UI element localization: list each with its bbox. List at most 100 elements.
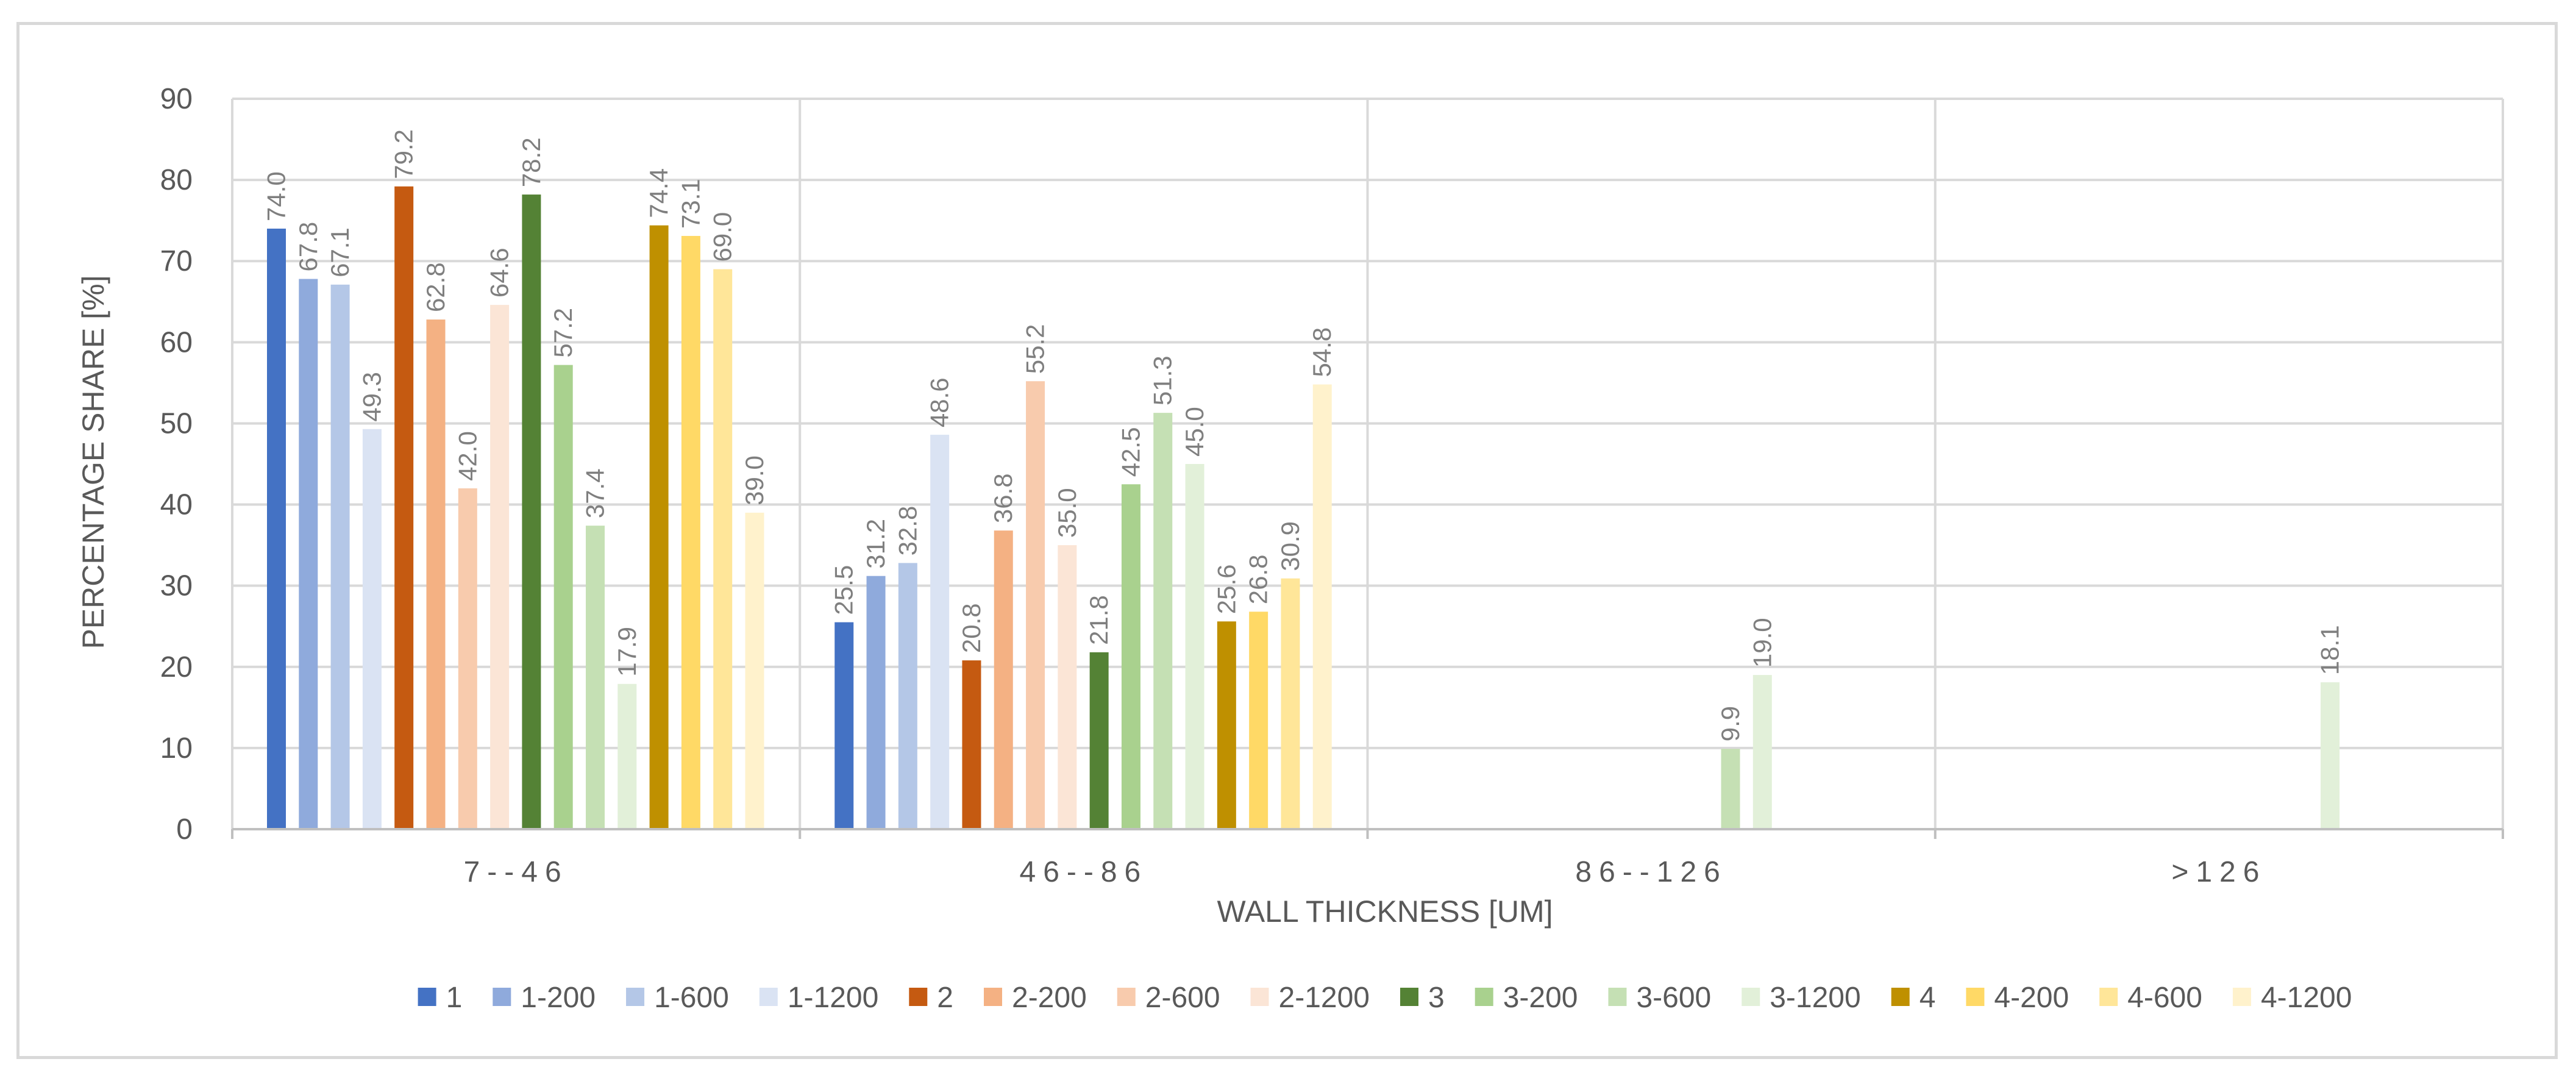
legend-label: 4 — [1920, 982, 1936, 1014]
bar — [362, 429, 382, 829]
legend-swatch — [1475, 988, 1493, 1006]
data-label: 74.4 — [644, 168, 673, 218]
legend-label: 2 — [937, 982, 953, 1014]
legend-swatch — [984, 988, 1002, 1006]
y-tick-label: 70 — [160, 245, 193, 277]
legend-label: 1-200 — [521, 982, 596, 1014]
bar — [681, 235, 700, 829]
bar — [330, 284, 350, 829]
legend-swatch — [1742, 988, 1760, 1006]
legend-label: 4-600 — [2127, 982, 2202, 1014]
data-label: 69.0 — [708, 212, 737, 262]
bar — [930, 435, 950, 829]
y-tick-label: 40 — [160, 489, 193, 521]
bar — [1089, 652, 1109, 829]
x-tick-label: 7--46 — [464, 856, 569, 888]
bar — [490, 305, 510, 829]
data-label: 49.3 — [357, 372, 386, 422]
y-tick-label: 80 — [160, 164, 193, 196]
data-label: 54.8 — [1308, 327, 1336, 377]
axes: 0 10 20 30 40 50 60 70 80 90 7--46 46--86 86--126 >12… — [160, 83, 2504, 888]
data-label: 20.8 — [957, 603, 986, 653]
data-label: 25.5 — [830, 565, 858, 615]
data-label: 48.6 — [925, 377, 954, 427]
bar — [458, 488, 477, 829]
data-label: 42.0 — [453, 431, 482, 481]
data-label: 79.2 — [390, 129, 418, 179]
data-label: 67.8 — [294, 222, 322, 272]
data-label: 25.6 — [1212, 564, 1240, 614]
legend-label: 3-600 — [1636, 982, 1711, 1014]
bar — [745, 512, 764, 829]
legend-swatch — [626, 988, 645, 1006]
bar — [1281, 578, 1300, 829]
legend-label: 2-200 — [1012, 982, 1087, 1014]
data-label: 18.1 — [2316, 625, 2344, 675]
data-label: 73.1 — [676, 179, 705, 229]
data-label: 51.3 — [1148, 355, 1177, 405]
legend-label: 4-1200 — [2261, 982, 2352, 1014]
data-label: 37.4 — [581, 468, 610, 518]
legend-swatch — [1891, 988, 1910, 1006]
legend-label: 2-1200 — [1279, 982, 1370, 1014]
bar — [1312, 384, 1332, 829]
legend-swatch — [2099, 988, 2118, 1006]
x-tick-label: 86--126 — [1575, 856, 1727, 888]
legend-swatch — [493, 988, 511, 1006]
bars — [267, 186, 2340, 830]
legend-swatch — [909, 988, 928, 1006]
data-label: 42.5 — [1116, 427, 1145, 477]
bar — [1153, 413, 1173, 829]
legend: 1 1-200 1-600 1-1200 2 2-200 2-600 2-1200 3 3-200… — [418, 982, 2352, 1014]
legend-swatch — [1966, 988, 1985, 1006]
bar — [649, 225, 669, 829]
legend-label: 1-1200 — [788, 982, 878, 1014]
legend-label: 2-600 — [1145, 982, 1220, 1014]
bar — [586, 526, 605, 829]
x-tick-label: 46--86 — [1020, 856, 1148, 888]
bar — [553, 365, 573, 829]
legend-swatch — [2232, 988, 2251, 1006]
data-label: 55.2 — [1021, 324, 1050, 374]
data-labels: 74.0 25.5 67.8 31.2 67.1 32.8 49.3 48.6 79.2 20.8… — [262, 129, 2344, 741]
y-tick-label: 60 — [160, 326, 193, 359]
data-label: 9.9 — [1716, 706, 1745, 741]
legend-swatch — [1250, 988, 1269, 1006]
bar — [713, 269, 733, 829]
data-label: 45.0 — [1180, 407, 1209, 457]
bar — [2321, 682, 2340, 829]
y-tick-label: 20 — [160, 651, 193, 683]
y-tick-label: 10 — [160, 732, 193, 765]
legend-swatch — [1608, 988, 1627, 1006]
bar — [522, 194, 541, 830]
data-label: 67.1 — [326, 227, 354, 277]
data-label: 31.2 — [861, 519, 890, 569]
data-label: 30.9 — [1276, 521, 1304, 571]
y-axis-title: PERCENTAGE SHARE [%] — [76, 275, 110, 649]
data-label: 19.0 — [1748, 618, 1776, 668]
legend-swatch — [1117, 988, 1136, 1006]
data-label: 64.6 — [485, 248, 514, 298]
legend-label: 3-200 — [1503, 982, 1578, 1014]
bar — [1249, 612, 1268, 829]
y-tick-label: 0 — [176, 813, 193, 846]
y-tick-label: 30 — [160, 570, 193, 602]
bar — [394, 186, 414, 829]
bar — [1721, 749, 1740, 829]
bar — [1026, 381, 1045, 829]
legend-swatch — [759, 988, 778, 1006]
bar — [866, 576, 886, 829]
gridlines — [231, 98, 2504, 829]
data-label: 21.8 — [1084, 595, 1113, 645]
legend-swatch — [418, 988, 436, 1006]
data-label: 35.0 — [1053, 488, 1081, 538]
bar — [1121, 484, 1140, 829]
legend-label: 3-1200 — [1770, 982, 1860, 1014]
data-label: 74.0 — [262, 171, 291, 221]
data-label: 26.8 — [1244, 555, 1273, 605]
bar — [1217, 621, 1236, 829]
data-label: 78.2 — [517, 137, 546, 187]
bar — [299, 279, 318, 829]
bar — [994, 530, 1013, 829]
